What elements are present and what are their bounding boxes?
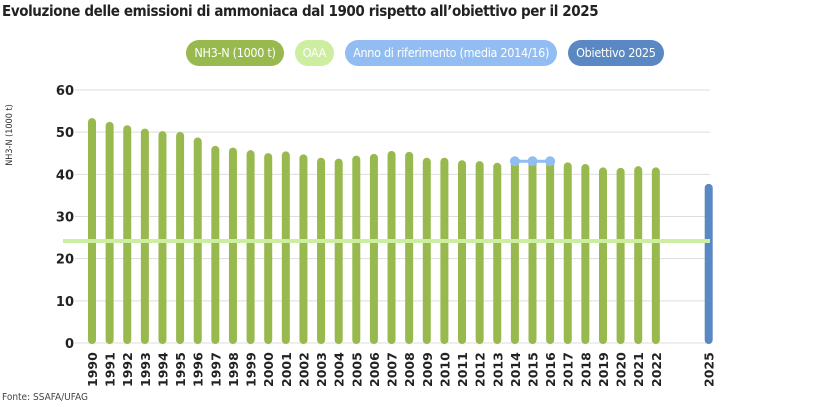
x-tick-label: 1992 — [120, 352, 135, 387]
legend-item-nh3[interactable]: NH3-N (1000 t) — [186, 40, 284, 66]
x-tick-label: 1998 — [226, 352, 241, 387]
x-tick-label: 2019 — [596, 352, 611, 387]
y-tick-label: 0 — [65, 337, 74, 352]
x-tick-label: 1995 — [173, 352, 188, 387]
x-tick-label: 2011 — [455, 352, 470, 387]
x-tick-label: 2020 — [614, 352, 629, 387]
x-tick-label: 1997 — [208, 352, 223, 387]
reference-point-2015 — [527, 156, 538, 167]
y-tick-label: 50 — [56, 126, 74, 141]
x-tick-label: 2018 — [578, 352, 593, 387]
x-tick-label: 2008 — [402, 352, 417, 387]
x-tick-label: 2005 — [349, 352, 364, 387]
y-tick-label: 30 — [56, 211, 74, 226]
x-tick-label: 2010 — [437, 352, 452, 387]
x-tick-label: 1996 — [191, 352, 206, 387]
x-tick-label: 2009 — [420, 352, 435, 387]
x-tick-label: 2004 — [332, 352, 347, 387]
y-tick-label: 40 — [56, 168, 74, 183]
x-tick-label: 2013 — [490, 352, 505, 387]
legend-item-target[interactable]: Obiettivo 2025 — [568, 40, 664, 66]
x-tick-label: 2007 — [385, 352, 400, 387]
x-tick-label: 2002 — [296, 352, 311, 387]
legend-item-oaa[interactable]: OAA — [294, 40, 335, 66]
x-tick-label: 1994 — [155, 352, 170, 387]
y-tick-label: 60 — [56, 84, 74, 99]
x-tick-label: 2000 — [261, 352, 276, 387]
y-tick-label: 20 — [56, 253, 74, 268]
x-tick-label: 2012 — [473, 352, 488, 387]
legend: NH3-N (1000 t) OAA Anno di riferimento (… — [0, 40, 836, 66]
x-tick-label: 2001 — [279, 352, 294, 387]
chart-title: Evoluzione delle emissioni di ammoniaca … — [2, 2, 599, 20]
x-tick-label: 1990 — [85, 352, 100, 387]
reference-point-2014 — [509, 156, 520, 167]
x-tick-label: 2015 — [526, 352, 541, 387]
x-tick-label: 2014 — [508, 352, 523, 387]
x-tick-label: 2021 — [631, 352, 646, 387]
source-note: Fonte: SSAFA/UFAG — [2, 392, 88, 403]
legend-item-reference[interactable]: Anno di riferimento (media 2014/16) — [345, 40, 558, 66]
x-tick-label: 1991 — [103, 352, 118, 387]
x-tick-label: 1993 — [138, 352, 153, 387]
x-tick-label: 2003 — [314, 352, 329, 387]
x-tick-label: 2025 — [702, 352, 717, 387]
x-tick-label: 2006 — [367, 352, 382, 387]
y-tick-label: 10 — [56, 295, 74, 310]
x-tick-label: 2022 — [649, 352, 664, 387]
reference-point-2016 — [545, 156, 556, 167]
x-tick-label: 2016 — [543, 352, 558, 387]
x-tick-label: 2017 — [561, 352, 576, 387]
x-tick-label: 1999 — [244, 352, 259, 387]
